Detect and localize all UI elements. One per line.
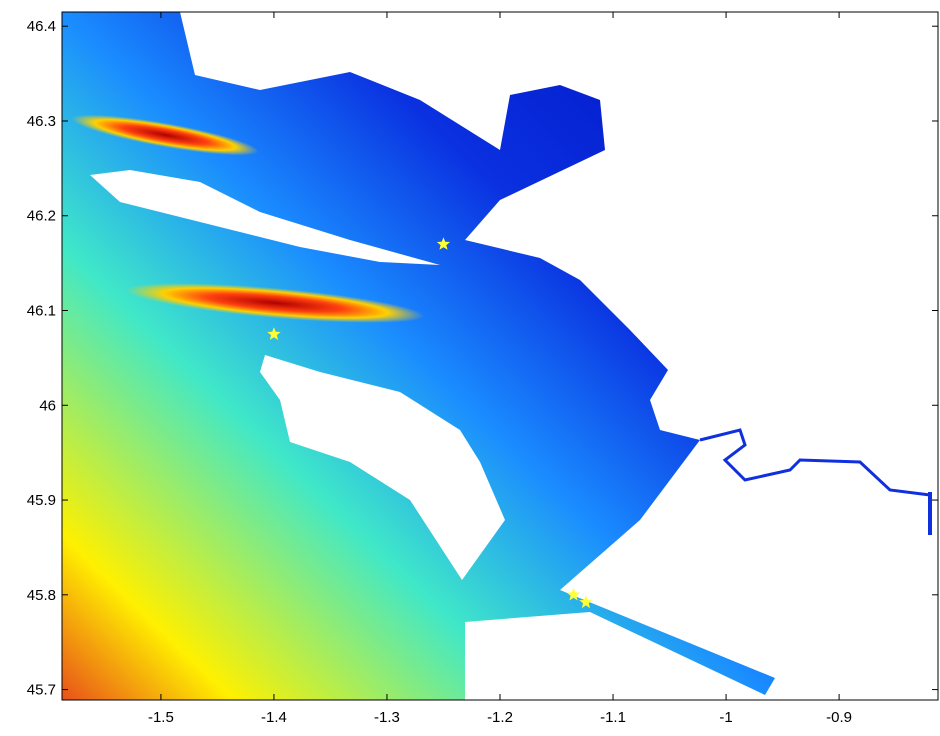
y-tick-label: 46.1 [27,303,56,320]
y-tick-label: 46.2 [27,208,56,225]
y-tick-label: 45.8 [27,587,56,604]
x-tick-label: -1.1 [600,709,626,726]
sea-area [62,12,930,700]
water [62,12,775,700]
river [700,430,930,495]
y-tick-label: 45.7 [27,682,56,699]
chart: -1.5 -1.4 -1.3 -1.2 -1.1 -1 -0.9 45.7 45.8 45.9 46… [0,0,940,731]
y-tick-label: 46.4 [27,18,56,35]
x-tick-label: -1.3 [374,709,400,726]
x-tick-label: -1.2 [487,709,513,726]
y-tick-label: 46.3 [27,113,56,130]
x-tick-label: -0.9 [826,709,852,726]
x-tick-label: -1.5 [148,709,174,726]
y-tick-label: 46 [39,397,56,414]
y-tick-label: 45.9 [27,492,56,509]
x-tick-label: -1.4 [261,709,287,726]
x-tick-label: -1 [719,709,732,726]
